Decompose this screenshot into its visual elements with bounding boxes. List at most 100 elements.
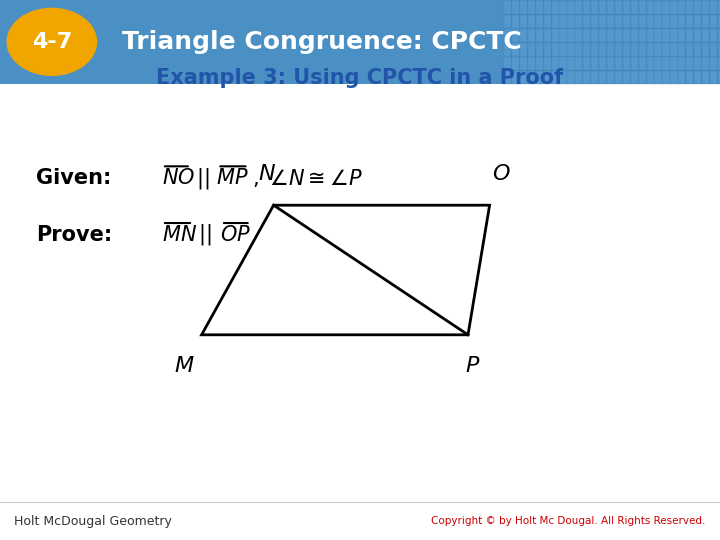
Bar — [591, 43, 598, 56]
Bar — [544, 29, 551, 42]
Bar — [662, 29, 670, 42]
Bar — [559, 43, 567, 56]
Bar — [607, 15, 614, 28]
Bar — [678, 71, 685, 84]
Text: N: N — [258, 164, 275, 184]
Bar — [599, 29, 606, 42]
Bar — [702, 43, 709, 56]
Bar — [639, 29, 646, 42]
Bar — [631, 71, 638, 84]
Bar — [670, 57, 678, 70]
Bar — [559, 1, 567, 14]
Bar — [552, 71, 559, 84]
Bar — [567, 15, 575, 28]
Bar — [694, 29, 701, 42]
Bar — [670, 15, 678, 28]
Bar — [536, 71, 543, 84]
Bar — [654, 15, 662, 28]
Bar — [623, 57, 630, 70]
Text: $\mathit{MN}$: $\mathit{MN}$ — [162, 225, 197, 245]
Bar — [702, 15, 709, 28]
Bar — [583, 71, 590, 84]
Bar — [710, 15, 717, 28]
Bar — [583, 57, 590, 70]
Bar — [718, 57, 720, 70]
Bar — [694, 71, 701, 84]
Bar — [654, 71, 662, 84]
Bar — [567, 43, 575, 56]
Text: Example 3: Using CPCTC in a Proof: Example 3: Using CPCTC in a Proof — [156, 68, 564, 89]
Bar — [504, 71, 511, 84]
Text: 4-7: 4-7 — [32, 32, 72, 52]
Bar — [647, 29, 654, 42]
Bar — [718, 1, 720, 14]
Bar — [615, 71, 622, 84]
Bar — [520, 43, 527, 56]
Bar — [623, 71, 630, 84]
Bar — [710, 43, 717, 56]
Bar — [615, 43, 622, 56]
Bar — [559, 29, 567, 42]
Bar — [654, 57, 662, 70]
Text: $\mathit{OP}$: $\mathit{OP}$ — [220, 225, 251, 245]
Bar — [528, 57, 535, 70]
Bar — [567, 1, 575, 14]
Bar — [710, 29, 717, 42]
Bar — [686, 29, 693, 42]
Bar — [575, 29, 582, 42]
Bar — [686, 1, 693, 14]
Bar — [615, 15, 622, 28]
Bar — [670, 43, 678, 56]
Bar — [583, 15, 590, 28]
Bar — [512, 1, 519, 14]
Bar — [662, 43, 670, 56]
Bar — [694, 57, 701, 70]
Bar — [654, 1, 662, 14]
Bar — [710, 57, 717, 70]
Bar — [654, 29, 662, 42]
Text: Given:: Given: — [36, 168, 112, 188]
Bar — [686, 71, 693, 84]
Bar — [544, 1, 551, 14]
Text: $||$: $||$ — [196, 166, 210, 191]
Bar — [504, 29, 511, 42]
Bar — [702, 57, 709, 70]
Bar — [662, 1, 670, 14]
Bar — [528, 29, 535, 42]
Bar — [615, 1, 622, 14]
Bar — [718, 29, 720, 42]
Text: Triangle Congruence: CPCTC: Triangle Congruence: CPCTC — [122, 30, 522, 54]
Bar — [623, 43, 630, 56]
Bar — [591, 71, 598, 84]
Text: Holt McDougal Geometry: Holt McDougal Geometry — [14, 515, 172, 528]
Bar — [512, 71, 519, 84]
Bar — [520, 1, 527, 14]
Bar — [567, 71, 575, 84]
Bar — [607, 29, 614, 42]
Bar — [504, 15, 511, 28]
Bar — [631, 29, 638, 42]
Bar — [599, 57, 606, 70]
Bar — [559, 15, 567, 28]
Bar — [544, 57, 551, 70]
Bar — [639, 57, 646, 70]
Text: $\mathit{MP}$: $\mathit{MP}$ — [216, 168, 248, 188]
Bar — [710, 71, 717, 84]
Bar — [504, 43, 511, 56]
Text: O: O — [492, 164, 509, 184]
Bar — [647, 43, 654, 56]
Bar — [686, 43, 693, 56]
Bar — [623, 29, 630, 42]
Bar — [552, 15, 559, 28]
Bar — [504, 1, 511, 14]
Bar — [575, 57, 582, 70]
Bar — [718, 71, 720, 84]
Bar — [718, 15, 720, 28]
Bar — [583, 1, 590, 14]
Bar — [607, 1, 614, 14]
Bar — [591, 57, 598, 70]
Bar — [647, 1, 654, 14]
Bar — [520, 71, 527, 84]
Bar — [552, 29, 559, 42]
Bar — [710, 1, 717, 14]
